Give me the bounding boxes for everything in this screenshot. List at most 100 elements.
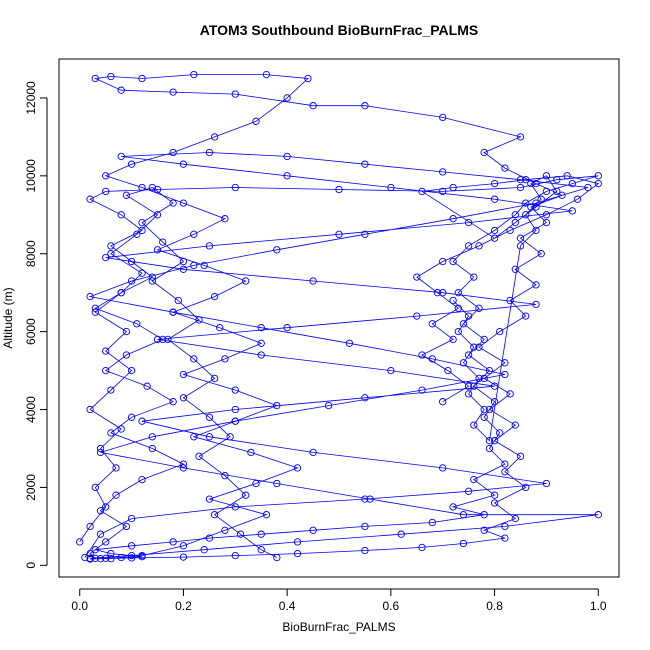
data-point [174, 296, 182, 305]
data-point [345, 339, 354, 347]
data-point [485, 437, 494, 445]
y-axis-label: Altitude (m) [1, 287, 15, 348]
data-point [107, 250, 115, 258]
data-point [283, 94, 291, 102]
data-point [195, 452, 203, 460]
data-point [96, 555, 105, 563]
data-point [459, 320, 468, 328]
data-point [107, 555, 115, 563]
data-point [464, 218, 473, 227]
data-point [148, 273, 156, 281]
data-point [501, 164, 509, 172]
data-series [86, 172, 602, 563]
data-point [76, 538, 84, 546]
data-point [387, 183, 395, 192]
data-point [511, 265, 519, 273]
data-point [464, 242, 473, 250]
data-point [470, 343, 478, 351]
data-point [117, 211, 125, 219]
data-point [522, 312, 530, 320]
data-point [242, 277, 250, 285]
data-point [107, 429, 115, 437]
data-point [102, 172, 110, 180]
data-point [449, 257, 457, 266]
data-point [102, 503, 110, 511]
data-point [96, 444, 105, 453]
data-point [153, 335, 162, 344]
y-tick-label: 6000 [24, 318, 38, 345]
data-point [428, 320, 436, 328]
data-point [107, 72, 115, 81]
data-point [190, 261, 198, 270]
plot-frame [58, 58, 620, 578]
data-point [91, 308, 99, 316]
data-point [242, 491, 250, 499]
data-point [293, 538, 302, 546]
data-point [205, 534, 214, 542]
data-point [190, 230, 198, 238]
data-point [169, 88, 177, 96]
data-point [236, 530, 245, 538]
data-point [361, 230, 369, 238]
data-point [179, 542, 188, 550]
data-point [86, 554, 94, 562]
series-line [84, 152, 599, 559]
data-point [464, 312, 473, 320]
data-point [449, 335, 457, 344]
data-point [366, 495, 374, 503]
data-point [464, 390, 473, 398]
data-point [205, 495, 214, 503]
data-point [138, 74, 146, 83]
data-point [262, 511, 271, 519]
data-point [153, 211, 162, 219]
data-point [122, 191, 131, 199]
data-point [413, 312, 421, 320]
data-point [542, 218, 551, 227]
data-point [273, 479, 281, 488]
data-point [221, 526, 229, 534]
data-point [96, 530, 105, 538]
data-point [542, 211, 551, 219]
data-point [522, 176, 530, 184]
data-point [127, 514, 136, 523]
data-point [257, 530, 265, 538]
data-point [283, 152, 291, 161]
data-point [117, 289, 125, 297]
x-tick-label: 0.6 [383, 599, 400, 613]
data-point [532, 226, 540, 235]
data-point [537, 250, 545, 258]
data-point [122, 351, 131, 359]
data-point [464, 487, 473, 495]
data-point [86, 195, 94, 203]
data-point [490, 179, 499, 188]
x-tick-label: 0.4 [279, 599, 296, 613]
data-point [501, 468, 509, 476]
data-point [190, 70, 198, 79]
data-point [143, 382, 151, 390]
data-point [511, 211, 519, 219]
data-point [361, 546, 369, 555]
data-point [568, 207, 576, 215]
data-point [444, 366, 452, 375]
data-point [169, 308, 177, 316]
data-point [216, 324, 224, 332]
data-point [231, 417, 239, 425]
data-point [179, 257, 188, 266]
data-point [221, 215, 229, 223]
data-point [335, 230, 343, 238]
data-point [169, 538, 177, 546]
data-point [449, 215, 457, 223]
data-point [594, 172, 602, 180]
series-line [93, 74, 564, 560]
data-point [112, 491, 120, 499]
data-point [309, 277, 317, 285]
data-point [459, 359, 468, 367]
data-point [257, 324, 265, 332]
data-point [159, 238, 167, 246]
data-point [454, 327, 462, 336]
data-point [138, 226, 146, 235]
data-point [558, 191, 566, 199]
data-point [501, 370, 509, 379]
data-point [470, 475, 478, 484]
